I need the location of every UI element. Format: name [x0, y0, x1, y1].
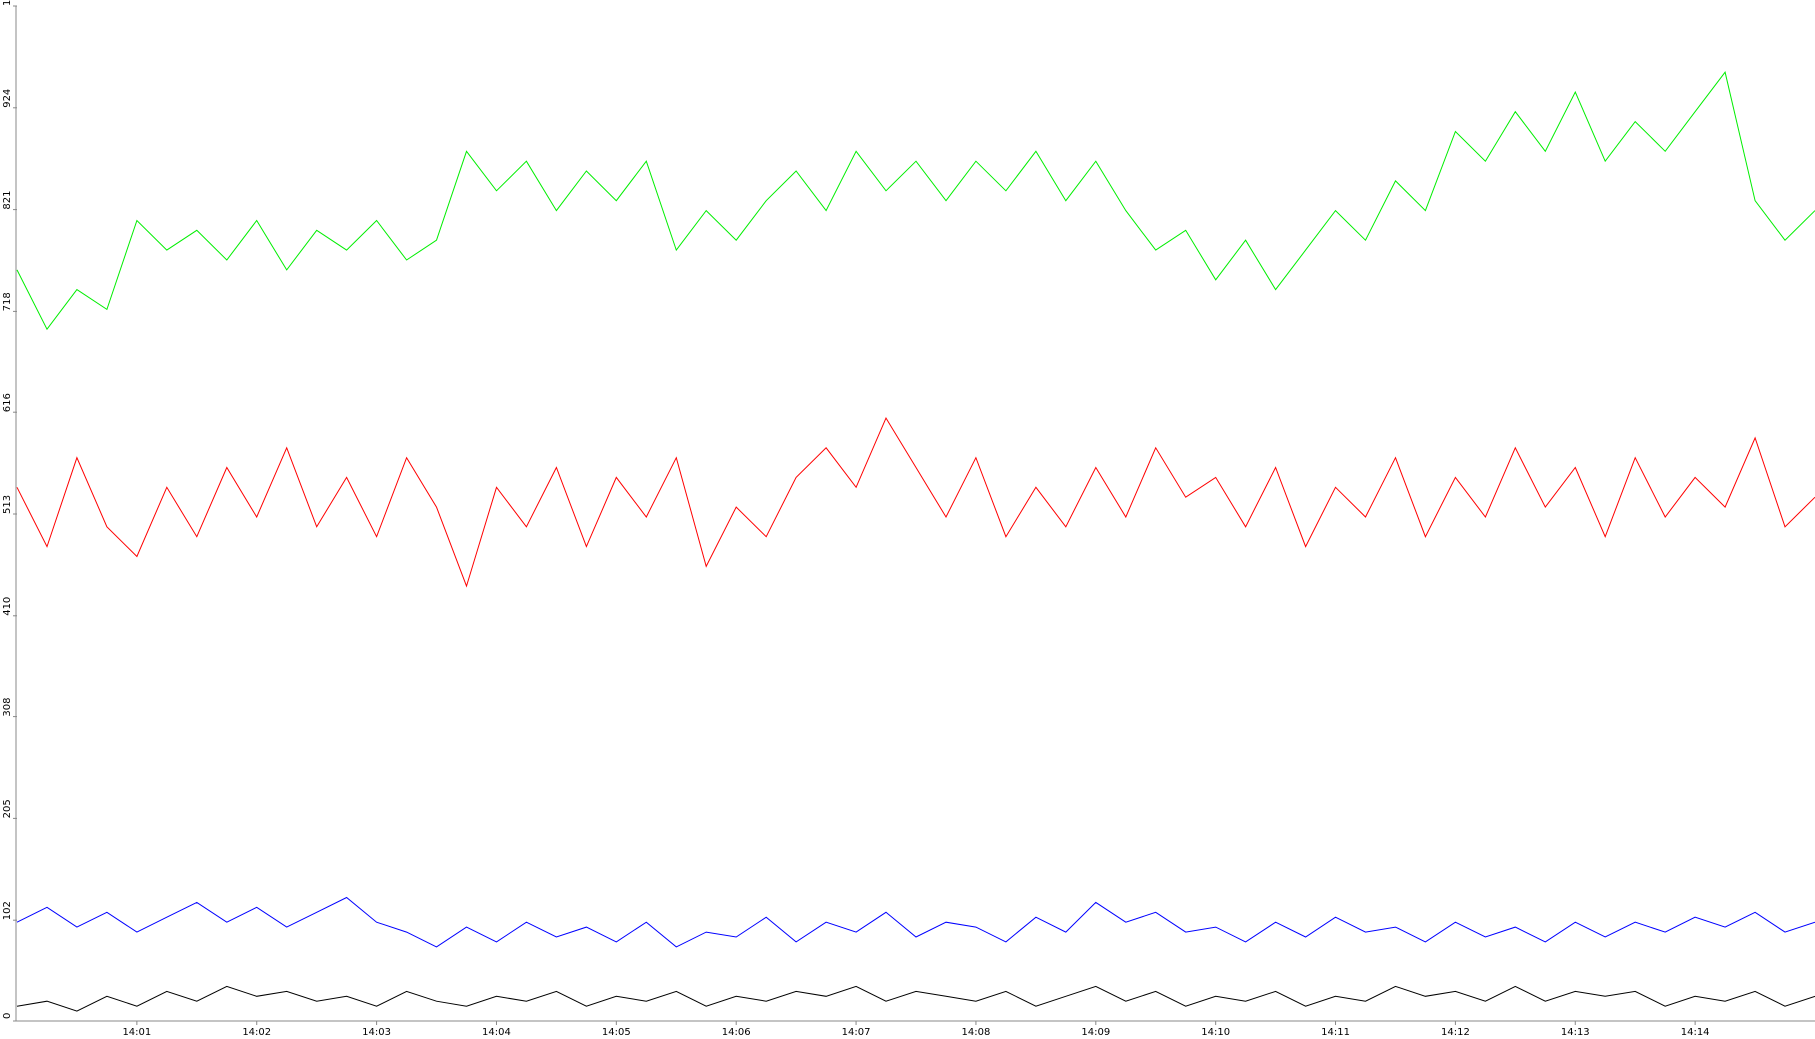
x-tick-label: 14:11: [1321, 1027, 1350, 1038]
series-line: [16, 417, 1815, 588]
x-tick-label: 14:14: [1681, 1027, 1710, 1038]
y-tick-label: 410: [2, 597, 13, 616]
series-line: [16, 985, 1815, 1012]
y-tick-label: 821: [2, 190, 13, 209]
series-line: [16, 896, 1815, 948]
y-tick-label: 102: [2, 901, 13, 920]
x-tick-label: 14:02: [242, 1027, 271, 1038]
x-tick-label: 14:12: [1441, 1027, 1470, 1038]
x-tick-label: 14:07: [842, 1027, 871, 1038]
x-tick-label: 14:04: [482, 1027, 511, 1038]
y-tick-label: 0: [2, 1013, 13, 1019]
y-tick-label: 1027: [2, 0, 13, 6]
x-tick-label: 14:01: [122, 1027, 151, 1038]
x-tick-label: 14:10: [1201, 1027, 1230, 1038]
series-line: [16, 71, 1815, 331]
x-tick-label: 14:05: [602, 1027, 631, 1038]
x-tick-label: 14:06: [722, 1027, 751, 1038]
x-tick-label: 14:03: [362, 1027, 391, 1038]
y-tick-label: 616: [2, 393, 13, 412]
y-tick-label: 718: [2, 292, 13, 311]
y-tick-label: 513: [2, 495, 13, 514]
y-tick-label: 205: [2, 799, 13, 818]
y-tick-label: 308: [2, 698, 13, 717]
x-tick-label: 14:08: [962, 1027, 991, 1038]
x-tick-label: 14:13: [1561, 1027, 1590, 1038]
y-tick-label: 924: [2, 89, 13, 108]
x-tick-label: 14:09: [1081, 1027, 1110, 1038]
